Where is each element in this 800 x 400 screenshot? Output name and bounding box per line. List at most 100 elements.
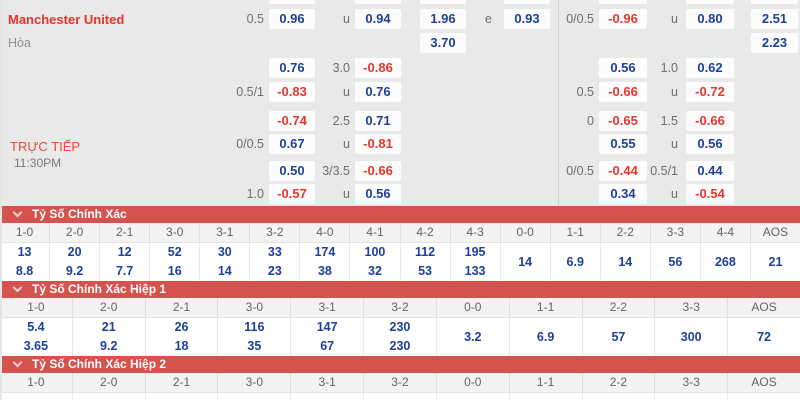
- odds-cell[interactable]: [599, 0, 647, 4]
- odds-cell[interactable]: [504, 0, 550, 4]
- score-odds-value[interactable]: 6.9: [536, 329, 555, 344]
- score-column: [727, 393, 800, 400]
- odds-cell[interactable]: -0.66: [686, 111, 734, 131]
- odds-cell[interactable]: 0.44: [686, 161, 734, 181]
- odds-cell[interactable]: -0.65: [599, 111, 647, 131]
- score-odds-value[interactable]: 38: [317, 264, 332, 278]
- odds-cell[interactable]: [751, 0, 798, 4]
- odds-cell[interactable]: -0.54: [686, 184, 734, 204]
- score-odds-value[interactable]: 7.7: [115, 264, 134, 278]
- score-column: 20 9.2: [49, 243, 99, 281]
- odds-cell[interactable]: 0.55: [599, 134, 647, 154]
- odds-cell[interactable]: 0.76: [355, 82, 401, 102]
- score-odds-value[interactable]: 116: [244, 320, 265, 334]
- odds-cell[interactable]: -0.72: [686, 82, 734, 102]
- odds-cell[interactable]: 0.34: [599, 184, 647, 204]
- odds-cell[interactable]: -0.83: [269, 82, 315, 102]
- odds-cell[interactable]: [420, 0, 466, 4]
- odds-cell[interactable]: 0.80: [686, 9, 734, 29]
- odds-cell[interactable]: 0.56: [599, 58, 647, 78]
- score-odds-value[interactable]: 174: [314, 245, 336, 259]
- score-section: Tỷ Số Chính Xác Hiệp 2 1-0 2-0 2-1 3-0 3-1 3-2…: [0, 356, 800, 400]
- score-odds-value[interactable]: 32: [368, 264, 382, 278]
- odds-cell[interactable]: -0.66: [599, 82, 647, 102]
- odds-cell[interactable]: -0.44: [599, 161, 647, 181]
- odds-cell[interactable]: 0.96: [269, 9, 315, 29]
- score-odds-value[interactable]: 112: [414, 245, 436, 259]
- score-odds-value[interactable]: 9.2: [65, 264, 84, 278]
- odds-cell[interactable]: [686, 0, 734, 4]
- score-odds-value[interactable]: 8.8: [15, 264, 34, 278]
- score-odds-value[interactable]: 23: [267, 264, 282, 278]
- score-odds-value[interactable]: 21: [768, 254, 783, 269]
- score-odds-value[interactable]: 30: [217, 245, 232, 259]
- score-odds-value[interactable]: 26: [174, 320, 189, 334]
- score-odds-value[interactable]: 100: [364, 245, 386, 259]
- score-odds-value[interactable]: 147: [316, 320, 338, 334]
- section-divider: [558, 0, 559, 206]
- score-odds-value[interactable]: 5.4: [27, 320, 45, 334]
- score-section-title: Tỷ Số Chính Xác Hiệp 2: [32, 357, 167, 371]
- score-odds-value[interactable]: 33: [267, 245, 282, 259]
- score-odds-value[interactable]: 35: [247, 339, 262, 353]
- score-odds-value[interactable]: 230: [389, 320, 411, 334]
- score-odds-value[interactable]: 6.9: [566, 254, 584, 269]
- score-odds-value[interactable]: 18: [174, 339, 189, 353]
- home-team-name[interactable]: Manchester United: [8, 12, 125, 27]
- score-odds-value[interactable]: 133: [464, 264, 486, 278]
- score-odds-value[interactable]: 268: [714, 254, 736, 269]
- score-odds-value[interactable]: 3.65: [23, 339, 49, 353]
- score-odds-value[interactable]: 72: [757, 329, 771, 344]
- score-odds-value[interactable]: 14: [217, 264, 232, 278]
- odds-cell[interactable]: 2.51: [751, 9, 798, 29]
- odds-cell[interactable]: -0.57: [269, 184, 315, 204]
- score-odds-value[interactable]: 20: [67, 245, 82, 259]
- score-odds-value[interactable]: 57: [611, 329, 626, 344]
- live-badge: TRỰC TIẾP: [10, 139, 81, 154]
- score-column-header: 3-0: [149, 223, 199, 242]
- score-odds-value[interactable]: 21: [101, 320, 116, 334]
- odds-cell[interactable]: -0.66: [355, 161, 401, 181]
- odds-cell[interactable]: -0.74: [269, 111, 315, 131]
- odds-cell[interactable]: 0.62: [686, 58, 734, 78]
- score-column: 100 32: [349, 243, 399, 281]
- score-odds-value[interactable]: 56: [668, 254, 683, 269]
- odds-cell[interactable]: 1.96: [420, 9, 466, 29]
- odds-cell[interactable]: 2.23: [751, 33, 798, 53]
- score-odds-value[interactable]: 12: [117, 245, 132, 259]
- odds-cell[interactable]: [355, 0, 401, 4]
- odds-cell[interactable]: 3.70: [420, 33, 466, 53]
- score-odds-value[interactable]: 14: [518, 254, 533, 269]
- score-odds-value[interactable]: 67: [320, 339, 335, 353]
- odds-cell[interactable]: [269, 0, 315, 4]
- score-odds-value[interactable]: 3.2: [464, 329, 482, 344]
- odds-line-label: u: [671, 137, 678, 151]
- odds-cell[interactable]: -0.96: [599, 9, 647, 29]
- score-odds-value[interactable]: 16: [167, 264, 182, 278]
- odds-cell[interactable]: -0.86: [355, 58, 401, 78]
- odds-cell[interactable]: 0.50: [269, 161, 315, 181]
- odds-cell[interactable]: 0.56: [686, 134, 734, 154]
- odds-cell[interactable]: 0.56: [355, 184, 401, 204]
- odds-cell[interactable]: 0.94: [355, 9, 401, 29]
- odds-line-label: u: [343, 12, 350, 26]
- odds-cell[interactable]: 0.67: [269, 134, 315, 154]
- odds-cell[interactable]: 0.71: [355, 111, 401, 131]
- odds-cell[interactable]: 0.93: [504, 9, 550, 29]
- score-column: 57: [581, 318, 655, 356]
- score-odds-value[interactable]: 53: [418, 264, 432, 278]
- score-odds-value[interactable]: 9.2: [100, 339, 118, 353]
- score-odds-value[interactable]: 230: [389, 339, 411, 353]
- score-section-header[interactable]: Tỷ Số Chính Xác Hiệp 1: [0, 281, 800, 298]
- odds-cell[interactable]: -0.81: [355, 134, 401, 154]
- score-odds-value[interactable]: 195: [464, 245, 486, 259]
- score-odds-value[interactable]: 52: [167, 245, 182, 259]
- score-odds-value[interactable]: 300: [680, 329, 702, 344]
- score-section-header[interactable]: Tỷ Số Chính Xác: [0, 206, 800, 223]
- chevron-down-icon: [12, 207, 23, 218]
- score-column-header: 3-2: [363, 373, 436, 392]
- odds-cell[interactable]: 0.76: [269, 58, 315, 78]
- score-odds-value[interactable]: 13: [17, 245, 32, 259]
- score-section-header[interactable]: Tỷ Số Chính Xác Hiệp 2: [0, 356, 800, 373]
- score-odds-value[interactable]: 14: [618, 254, 633, 269]
